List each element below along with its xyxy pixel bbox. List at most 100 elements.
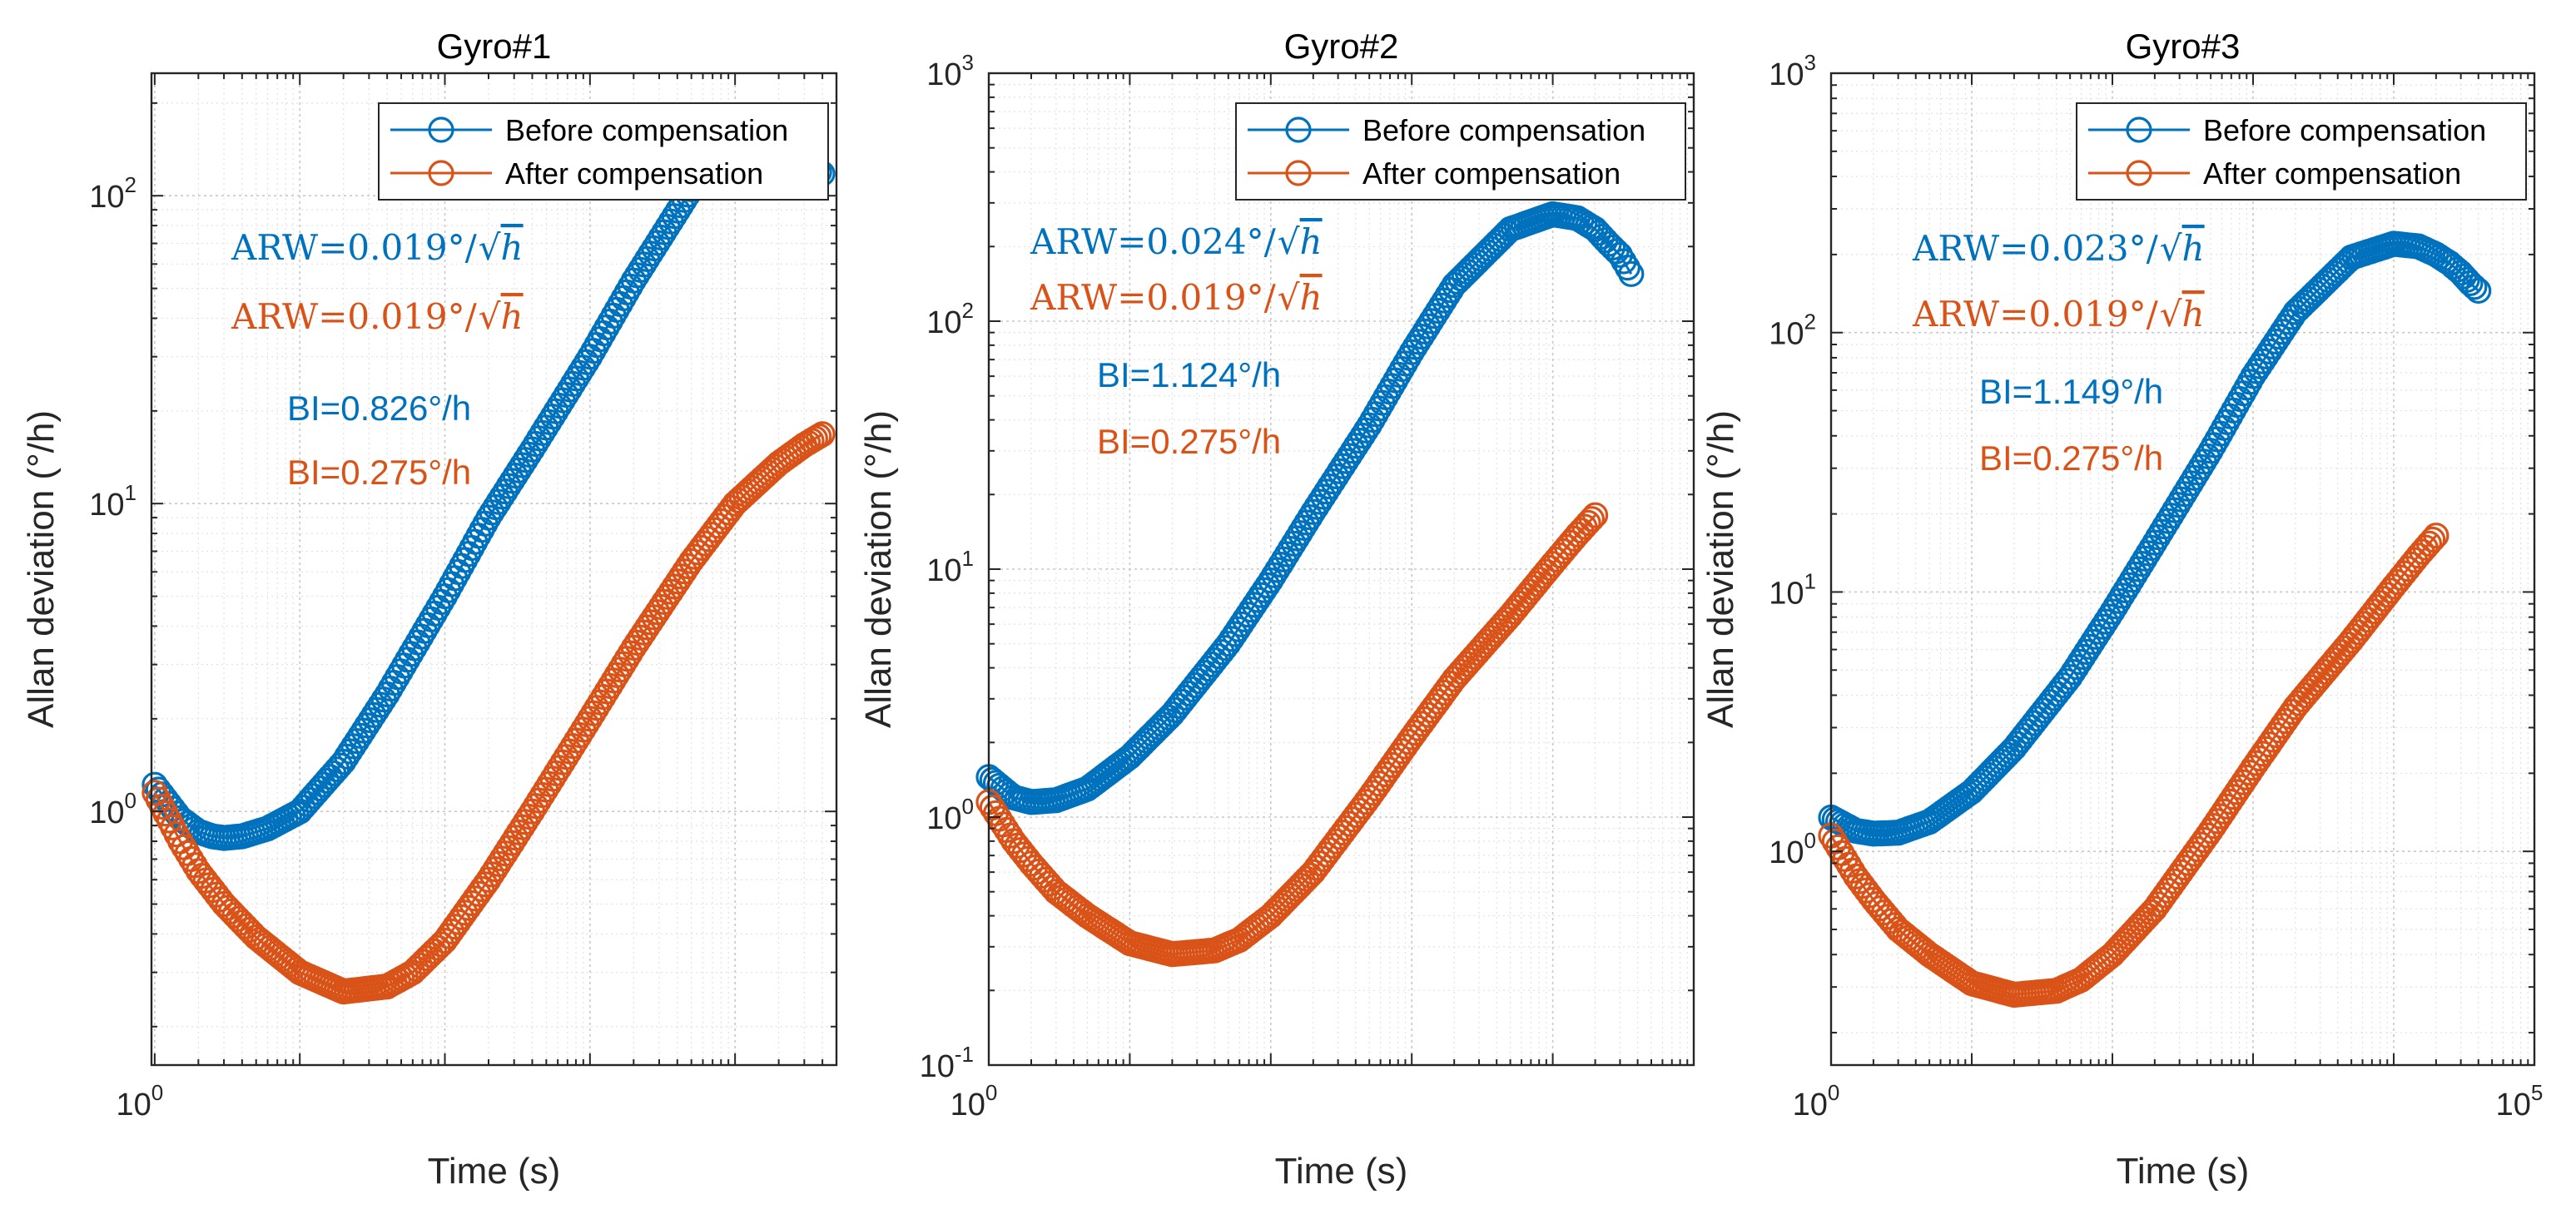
data-point	[1427, 684, 1455, 711]
chart-title: Gyro#2	[1284, 27, 1399, 66]
y-axis-label: Allan deviation (°/h)	[858, 410, 899, 728]
axes-frame	[1829, 72, 2536, 1067]
subplot-gyro-1: 100 100 101 102 Gyro#1 Time (s) Allan deviatio…	[21, 27, 838, 1192]
data-point	[1133, 727, 1159, 754]
y-tick-label: 103	[926, 50, 974, 92]
data-point	[1146, 714, 1173, 741]
data-point	[1454, 259, 1481, 285]
data-point	[1984, 751, 2011, 778]
data-point	[2286, 295, 2312, 322]
data-point	[1316, 837, 1343, 864]
arw-annotation: ARW=0.024°/√h	[1030, 221, 1323, 262]
data-point	[2423, 523, 2449, 549]
data-point	[2289, 292, 2315, 319]
data-point	[2305, 276, 2332, 303]
data-point	[685, 539, 712, 566]
data-point	[1451, 262, 1477, 289]
data-point	[1319, 832, 1347, 860]
bi-annotation: BI=0.275°/h	[1979, 439, 2163, 478]
data-point	[1611, 248, 1637, 275]
data-point	[712, 503, 738, 530]
data-point	[1575, 509, 1601, 537]
data-point	[802, 425, 829, 452]
x-axis-label: Time (s)	[428, 1151, 561, 1192]
data-point	[702, 517, 728, 543]
data-point	[2461, 274, 2488, 300]
legend: Before compensation After compensation	[378, 102, 829, 201]
data-point	[1441, 271, 1467, 299]
data-point	[1116, 743, 1144, 771]
legend-label: Before compensation	[2203, 113, 2486, 147]
data-point	[1333, 815, 1360, 841]
arw-annotation: ARW=0.019°/√h	[231, 227, 524, 268]
data-point	[2096, 944, 2122, 971]
x-axis-label: Time (s)	[2117, 1151, 2250, 1192]
data-point	[1326, 824, 1353, 850]
data-point	[1273, 885, 1301, 913]
data-point	[1143, 717, 1169, 744]
bi-annotation: BI=0.275°/h	[287, 453, 471, 492]
data-point	[1346, 797, 1372, 824]
data-point	[806, 423, 832, 450]
series-after-compensation	[141, 421, 836, 1005]
y-axis-label: Allan deviation (°/h)	[21, 410, 62, 728]
data-point	[698, 521, 725, 548]
y-tick-label: 100	[926, 794, 974, 836]
legend: Before compensation After compensation	[2076, 102, 2527, 201]
data-point	[1313, 841, 1340, 868]
data-point	[1484, 229, 1511, 255]
data-point	[2457, 270, 2484, 296]
legend-marker	[2126, 160, 2152, 186]
ticks	[1830, 72, 2535, 1065]
chart-title: Gyro#3	[2126, 27, 2241, 66]
data-point	[2444, 256, 2470, 283]
axes-frame	[150, 72, 838, 1067]
data-point	[678, 548, 705, 575]
y-tick-label: 101	[926, 546, 974, 588]
data-point	[1280, 879, 1307, 905]
data-point	[1581, 502, 1609, 528]
data-point	[1402, 719, 1428, 746]
data-point	[1444, 268, 1471, 295]
data-point	[1477, 235, 1504, 262]
arw-annotation: ARW=0.023°/√h	[1912, 228, 2205, 269]
data-point	[809, 421, 836, 448]
x-tick-label: 105	[2496, 1080, 2544, 1122]
legend-box	[2076, 102, 2527, 201]
data-point	[1618, 260, 1645, 287]
data-point	[1129, 731, 1156, 757]
data-point	[1139, 721, 1166, 747]
data-point	[1461, 252, 1487, 279]
grid	[1830, 72, 2535, 1065]
legend-box	[1235, 102, 1686, 201]
grid	[151, 73, 837, 1065]
data-point	[682, 543, 708, 570]
bi-annotation: BI=1.149°/h	[1979, 372, 2163, 411]
y-tick-label: 10-1	[920, 1042, 974, 1084]
x-axis-label: Time (s)	[1275, 1151, 1408, 1192]
ticks	[151, 73, 837, 1065]
legend-marker	[1285, 160, 1312, 186]
data-point	[708, 508, 735, 535]
y-tick-label: 100	[89, 788, 136, 830]
data-point	[1212, 635, 1238, 662]
data-point	[1290, 869, 1317, 895]
data-point	[1270, 889, 1298, 916]
data-point	[1258, 902, 1284, 929]
data-point	[1323, 828, 1350, 855]
legend-marker	[2126, 116, 2152, 143]
y-tick-label: 100	[1769, 828, 1816, 870]
data-point	[1415, 701, 1442, 728]
data-point	[1965, 771, 1992, 798]
data-point	[1606, 241, 1634, 268]
y-tick-label: 103	[1769, 50, 1816, 92]
data-point	[1614, 255, 1641, 281]
legend-label: Before compensation	[505, 113, 788, 147]
data-point	[1578, 506, 1606, 533]
data-point	[1975, 761, 2002, 788]
data-point	[2415, 530, 2442, 557]
data-point	[1149, 711, 1176, 737]
data-point	[1261, 899, 1288, 926]
